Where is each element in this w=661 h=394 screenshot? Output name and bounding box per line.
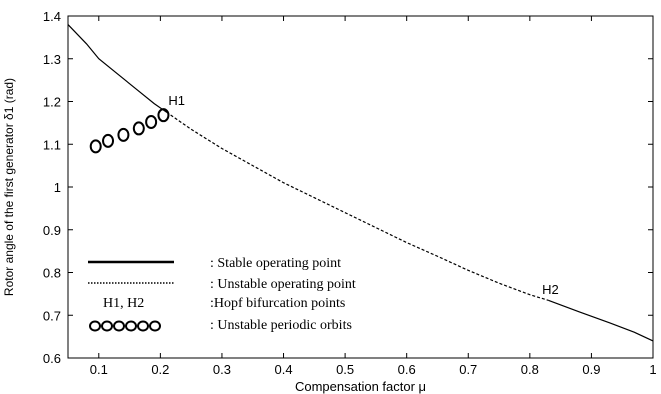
annotation-h2: H2 (542, 282, 559, 297)
legend-label-0: : Stable operating point (210, 256, 341, 271)
x-axis-label: Compensation factor μ (295, 379, 426, 394)
legend-hopf-sample: H1, H2 (103, 296, 144, 311)
legend-label-3: : Unstable periodic orbits (210, 318, 352, 333)
periodic-orbit-marker (89, 139, 102, 154)
x-tick-label: 0.5 (336, 362, 354, 377)
y-tick-label: 1 (54, 180, 61, 195)
periodic-orbit-marker (157, 108, 170, 123)
periodic-orbit-marker (132, 121, 145, 136)
y-tick-label: 1.2 (43, 95, 61, 110)
unstable-branch-line (166, 111, 549, 301)
legend-circle-sample (101, 320, 113, 332)
legend-label-1: : Unstable operating point (210, 277, 356, 292)
legend-label-2: :Hopf bifurcation points (210, 296, 345, 311)
legend-circle-sample (113, 320, 125, 332)
x-tick-label: 0.6 (398, 362, 416, 377)
periodic-orbit-marker (102, 133, 115, 148)
x-tick-label: 0.8 (521, 362, 539, 377)
annotation-h1: H1 (168, 93, 185, 108)
periodic-orbit-marker (117, 127, 130, 142)
x-tick-label: 0.4 (274, 362, 292, 377)
x-tick-label: 0.1 (90, 362, 108, 377)
periodic-orbit-marker (145, 115, 158, 130)
y-tick-label: 0.8 (43, 266, 61, 281)
legend-circle-sample (125, 320, 137, 332)
legend-circle-sample (89, 320, 101, 332)
y-tick-label: 1.4 (43, 9, 61, 24)
legend-circle-sample (137, 320, 149, 332)
y-tick-label: 1.1 (43, 137, 61, 152)
x-tick-label: 1 (649, 362, 656, 377)
x-tick-label: 0.3 (213, 362, 231, 377)
y-tick-label: 0.9 (43, 223, 61, 238)
y-tick-label: 1.3 (43, 52, 61, 67)
x-tick-label: 0.2 (151, 362, 169, 377)
legend-circle-sample (149, 320, 161, 332)
x-tick-label: 0.9 (582, 362, 600, 377)
stable-branch-line (67, 24, 167, 113)
x-tick-label: 0.7 (459, 362, 477, 377)
stable-branch-line (548, 299, 654, 342)
y-tick-label: 0.7 (43, 308, 61, 323)
y-tick-label: 0.6 (43, 351, 61, 366)
y-axis-label: Rotor angle of the first generator δ1 (r… (2, 78, 16, 296)
